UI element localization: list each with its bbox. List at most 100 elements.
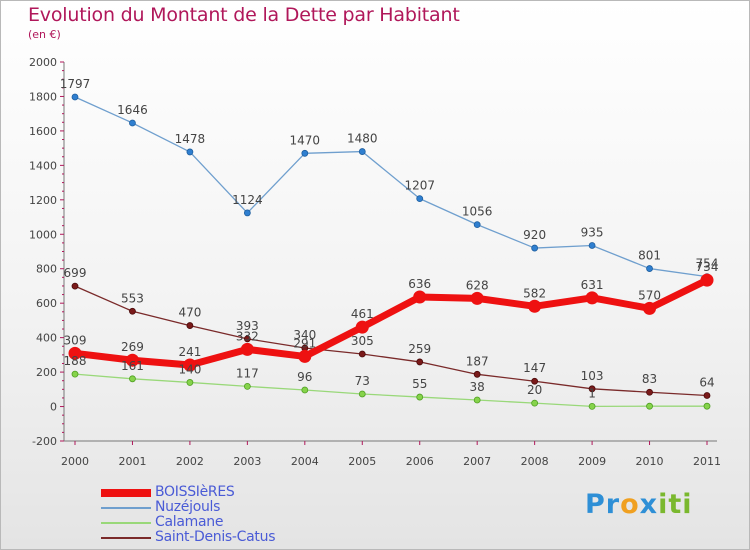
data-point-nuzejouls: [301, 149, 309, 157]
y-tick-label: 1000: [29, 228, 57, 241]
x-tick-label: 2011: [693, 455, 721, 468]
data-point-saint-denis-catus: [473, 370, 481, 378]
x-tick-label: 2003: [233, 455, 261, 468]
data-point-nuzejouls: [243, 209, 251, 217]
data-point-nuzejouls: [186, 148, 194, 156]
data-label-nuzejouls: 920: [523, 228, 546, 242]
y-tick-label: 2000: [29, 56, 57, 69]
data-label-saint-denis-catus: 64: [699, 376, 714, 390]
data-label-calamane: 161: [121, 359, 144, 373]
data-point-boissieres: [298, 349, 312, 363]
x-tick-label: 2008: [521, 455, 549, 468]
data-label-boissieres: 628: [466, 278, 489, 292]
data-label-saint-denis-catus: 187: [466, 354, 489, 368]
data-point-nuzejouls: [71, 93, 79, 101]
data-label-nuzejouls: 1470: [290, 133, 321, 147]
data-label-nuzejouls: 1124: [232, 193, 263, 207]
y-tick-label: -200: [32, 435, 57, 448]
data-label-boissieres: 570: [638, 288, 661, 302]
x-tick-label: 2002: [176, 455, 204, 468]
data-point-saint-denis-catus: [646, 388, 653, 396]
data-label-nuzejouls: 1056: [462, 205, 493, 219]
data-label-saint-denis-catus: 699: [64, 266, 87, 280]
legend-label-calamane: Calamane: [155, 514, 224, 530]
data-point-nuzejouls: [531, 244, 539, 252]
series-line-calamane: [74, 373, 708, 408]
data-label-saint-denis-catus: 305: [351, 334, 374, 348]
data-point-calamane: [71, 370, 79, 378]
data-point-calamane: [186, 379, 194, 386]
chart-subtitle: (en €): [28, 28, 61, 41]
data-point-boissieres: [413, 290, 427, 304]
data-point-boissieres: [643, 301, 657, 315]
legend-item-saint-denis-catus: Saint-Denis-Catus: [101, 529, 401, 545]
data-label-boissieres: 734: [696, 260, 719, 274]
data-label-saint-denis-catus: 470: [178, 306, 201, 320]
data-label-nuzejouls: 754: [696, 257, 719, 271]
data-point-calamane: [646, 402, 653, 410]
x-tick-label: 2006: [406, 455, 434, 468]
data-label-boissieres: 631: [581, 278, 604, 292]
data-label-saint-denis-catus: 83: [642, 372, 657, 386]
data-label-nuzejouls: 1797: [60, 77, 91, 91]
data-label-calamane: 1: [588, 386, 596, 400]
data-point-calamane: [531, 399, 539, 407]
y-tick-label: 400: [36, 332, 57, 345]
proxiti-logo: Proxiti: [585, 489, 693, 520]
legend-swatch-nuzejouls: [101, 507, 151, 509]
data-label-boissieres: 269: [121, 340, 144, 354]
logo-part-3: x: [639, 489, 659, 520]
data-point-nuzejouls: [588, 242, 596, 249]
y-tick-label: 1800: [29, 90, 57, 103]
legend-label-boissieres: BOISSIèRES: [155, 484, 235, 500]
data-label-nuzejouls: 1207: [404, 179, 435, 193]
data-label-saint-denis-catus: 553: [121, 291, 144, 305]
data-label-boissieres: 461: [351, 307, 374, 321]
data-point-boissieres: [125, 353, 139, 367]
data-label-saint-denis-catus: 103: [581, 369, 604, 383]
legend-label-nuzejouls: Nuzéjouls: [155, 499, 221, 515]
data-point-boissieres: [528, 299, 542, 313]
data-point-saint-denis-catus: [588, 385, 596, 393]
series-line-nuzejouls: [74, 96, 708, 278]
data-point-boissieres: [700, 273, 714, 287]
data-label-calamane: 55: [412, 377, 427, 391]
legend-item-calamane: Calamane: [101, 514, 401, 530]
series-line-saint-denis-catus: [74, 285, 708, 397]
data-point-boissieres: [355, 320, 369, 334]
y-tick-label: 0: [50, 401, 57, 414]
y-tick-label: 800: [36, 263, 57, 276]
legend: BOISSIèRES Nuzéjouls Calamane Saint-Deni…: [101, 484, 401, 545]
data-label-saint-denis-catus: 259: [408, 342, 431, 356]
logo-part-4: iti: [658, 489, 693, 520]
x-tick-label: 2009: [578, 455, 606, 468]
series-line-boissieres: [71, 276, 711, 369]
data-point-calamane: [588, 402, 596, 410]
data-label-calamane: 38: [470, 380, 485, 394]
legend-item-boissieres: BOISSIèRES: [101, 484, 401, 500]
data-point-saint-denis-catus: [531, 377, 539, 385]
chart-title: Evolution du Montant de la Dette par Hab…: [28, 4, 460, 26]
data-label-calamane: 117: [236, 366, 259, 380]
data-label-nuzejouls: 1478: [175, 132, 206, 146]
y-tick-label: 1600: [29, 125, 57, 138]
data-point-boissieres: [183, 358, 197, 372]
data-point-saint-denis-catus: [129, 307, 136, 315]
data-label-calamane: 188: [64, 354, 87, 368]
y-tick-label: 200: [36, 366, 57, 379]
data-point-saint-denis-catus: [416, 358, 424, 366]
data-point-nuzejouls: [358, 148, 366, 155]
data-point-nuzejouls: [416, 195, 424, 203]
data-point-calamane: [243, 382, 251, 390]
data-label-nuzejouls: 935: [581, 225, 604, 239]
data-label-boissieres: 582: [523, 286, 546, 300]
data-label-saint-denis-catus: 147: [523, 361, 546, 375]
data-point-saint-denis-catus: [186, 322, 194, 329]
data-point-calamane: [416, 393, 424, 401]
data-point-saint-denis-catus: [71, 282, 79, 290]
data-label-saint-denis-catus: 393: [236, 319, 259, 333]
data-label-calamane: 73: [355, 374, 370, 388]
data-label-boissieres: 291: [293, 336, 316, 350]
x-tick-label: 2004: [291, 455, 319, 468]
